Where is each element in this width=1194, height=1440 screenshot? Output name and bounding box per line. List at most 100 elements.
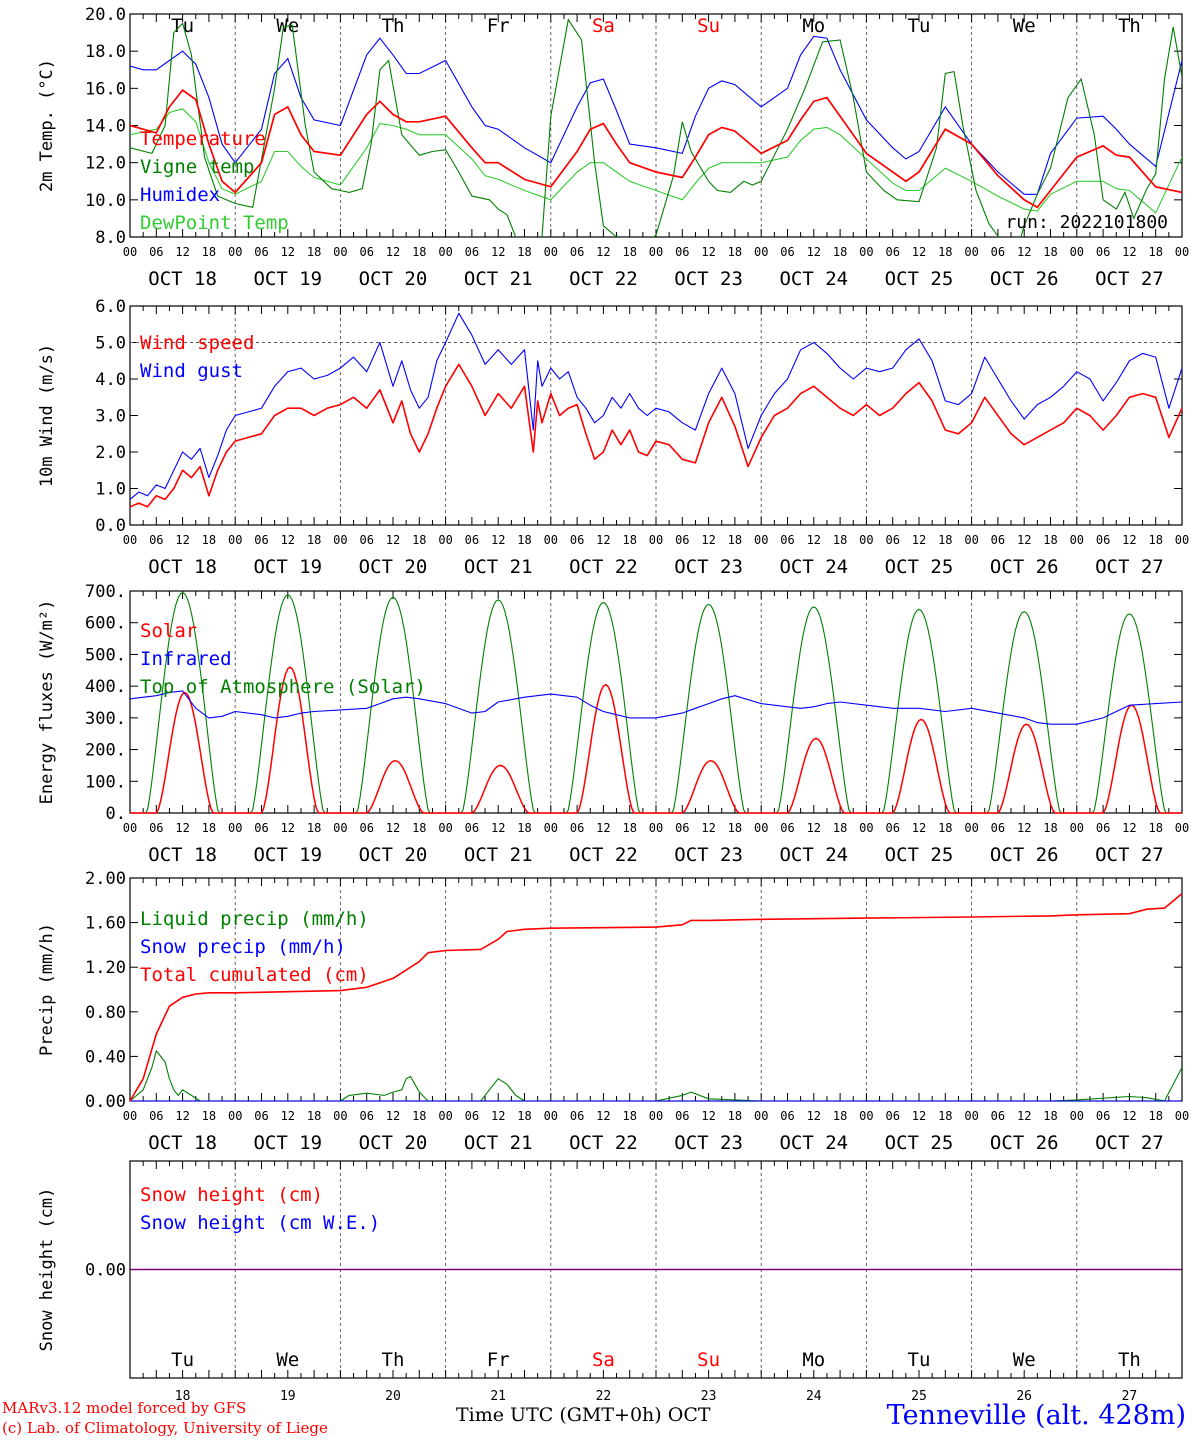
temp-series-green: [130, 18, 1182, 237]
panel-2-date-label: OCT 25: [885, 844, 954, 866]
panel-0-hour-label: 06: [359, 245, 373, 259]
panel-1-hour-label: 12: [701, 533, 715, 547]
panel-0-hour-label: 00: [754, 245, 768, 259]
panel-4-day-number: 18: [175, 1389, 191, 1404]
panel-0-weekday-label: We: [1013, 15, 1036, 37]
panel-1-date-label: OCT 24: [779, 556, 848, 578]
panel-0-weekday-label: Tu: [171, 15, 194, 37]
panel-3-y-tick-label: 2.00: [85, 869, 126, 889]
panel-4-y-axis-label: Snow height (cm): [37, 1188, 57, 1352]
panel-0-legend-2: Humidex: [140, 184, 220, 206]
panel-3-y-axis-label: Precip (mm/h): [37, 923, 57, 1056]
panel-0-hour-label: 00: [1175, 245, 1189, 259]
panel-3-date-label: OCT 24: [779, 1132, 848, 1154]
panel-0-date-label: OCT 19: [253, 268, 322, 290]
panel-3-date-label: OCT 20: [359, 1132, 428, 1154]
panel-0-weekday-label: Tu: [908, 15, 931, 37]
panel-1-hour-label: 00: [228, 533, 242, 547]
panel-0-date-label: OCT 25: [885, 268, 954, 290]
temp-series-lightgreen: [130, 108, 1182, 214]
panel-3-hour-label: 06: [570, 1109, 584, 1123]
panel-0-hour-label: 06: [885, 245, 899, 259]
panel-0-hour-label: 00: [333, 245, 347, 259]
panel-3-hour-label: 06: [254, 1109, 268, 1123]
panel-1-date-label: OCT 19: [253, 556, 322, 578]
panel-3-hour-label: 18: [202, 1109, 216, 1123]
panel-4-legend-1: Snow height (cm W.E.): [140, 1212, 380, 1234]
panel-0-hour-label: 00: [123, 245, 137, 259]
panel-1-hour-label: 06: [675, 533, 689, 547]
panel-0-weekday-label: Sa: [592, 15, 615, 37]
panel-3-hour-label: 12: [701, 1109, 715, 1123]
panel-2-hour-label: 12: [386, 821, 400, 835]
panel-3-date-label: OCT 21: [464, 1132, 533, 1154]
panel-4-weekday-label: Tu: [908, 1349, 931, 1371]
panel-2-hour-label: 00: [1070, 821, 1084, 835]
panel-3-hour-label: 12: [386, 1109, 400, 1123]
panel-2-hour-label: 06: [465, 821, 479, 835]
panel-1-hour-label: 18: [1148, 533, 1162, 547]
panel-3-y-tick-label: 1.20: [85, 958, 126, 978]
panel-4-day-number: 27: [1122, 1389, 1138, 1404]
panel-3-date-label: OCT 18: [148, 1132, 217, 1154]
panel-0-y-axis-label: 2m Temp. (°C): [37, 59, 57, 192]
panel-2-date-label: OCT 19: [253, 844, 322, 866]
panel-1-hour-label: 18: [517, 533, 531, 547]
panel-3-hour-label: 12: [175, 1109, 189, 1123]
panel-0-date-label: OCT 18: [148, 268, 217, 290]
panel-1-hour-label: 12: [807, 533, 821, 547]
panel-3-date-label: OCT 27: [1095, 1132, 1164, 1154]
panel-1-hour-label: 00: [544, 533, 558, 547]
panel-2-hour-label: 18: [728, 821, 742, 835]
panel-0-hour-label: 18: [307, 245, 321, 259]
panel-4-legend-0: Snow height (cm): [140, 1184, 323, 1206]
panel-3-date-label: OCT 23: [674, 1132, 743, 1154]
panel-0-hour-label: 00: [544, 245, 558, 259]
panel-0-hour-label: 18: [938, 245, 952, 259]
panel-1-hour-label: 00: [859, 533, 873, 547]
panel-3-hour-label: 06: [465, 1109, 479, 1123]
wind-series-red: [129, 363, 1183, 508]
panel-3-hour-label: 18: [622, 1109, 636, 1123]
panel-3-hour-label: 06: [885, 1109, 899, 1123]
panel-0-hour-label: 18: [728, 245, 742, 259]
panel-1-hour-label: 18: [202, 533, 216, 547]
panel-2-hour-label: 00: [544, 821, 558, 835]
panel-2-hour-label: 06: [570, 821, 584, 835]
panel-1-hour-label: 06: [359, 533, 373, 547]
panel-2-hour-label: 06: [1096, 821, 1110, 835]
panel-0-hour-label: 06: [465, 245, 479, 259]
panel-3-hour-label: 12: [281, 1109, 295, 1123]
panel-0-hour-label: 12: [596, 245, 610, 259]
panel-4-day-number: 19: [280, 1389, 296, 1404]
panel-3-hour-label: 00: [1070, 1109, 1084, 1123]
panel-3-hour-label: 00: [649, 1109, 663, 1123]
panel-2-legend-2: Top of Atmosphere (Solar): [140, 676, 426, 698]
month-label: OCT: [667, 1404, 711, 1426]
panel-4-weekday-label: Th: [1118, 1349, 1141, 1371]
panel-3-hour-label: 00: [228, 1109, 242, 1123]
panel-2-hour-label: 00: [649, 821, 663, 835]
panel-3-hour-label: 12: [491, 1109, 505, 1123]
panel-4-weekday-label: Su: [697, 1349, 720, 1371]
panel-1-y-tick-label: 6.0: [95, 297, 126, 317]
panel-3-hour-label: 06: [675, 1109, 689, 1123]
panel-2-hour-label: 12: [1122, 821, 1136, 835]
panel-1-hour-label: 12: [1122, 533, 1136, 547]
panel-2-y-axis-label: Energy fluxes (W/m²): [37, 600, 57, 805]
panel-0-hour-label: 18: [517, 245, 531, 259]
panel-3-hour-label: 06: [780, 1109, 794, 1123]
panel-2-legend-0: Solar: [140, 620, 197, 642]
panel-0-hour-label: 00: [964, 245, 978, 259]
panel-2-hour-label: 18: [938, 821, 952, 835]
panel-1-date-label: OCT 22: [569, 556, 638, 578]
time-utc-label: Time UTC (GMT+0h): [456, 1404, 662, 1426]
panel-0-y-tick-label: 12.0: [85, 154, 126, 174]
panel-1-hour-label: 00: [1175, 533, 1189, 547]
panel-0-date-label: OCT 27: [1095, 268, 1164, 290]
panel-3-date-label: OCT 26: [990, 1132, 1059, 1154]
panel-3-hour-label: 18: [938, 1109, 952, 1123]
panel-1-hour-label: 06: [1096, 533, 1110, 547]
panel-3-y-tick-label: 0.80: [85, 1003, 126, 1023]
